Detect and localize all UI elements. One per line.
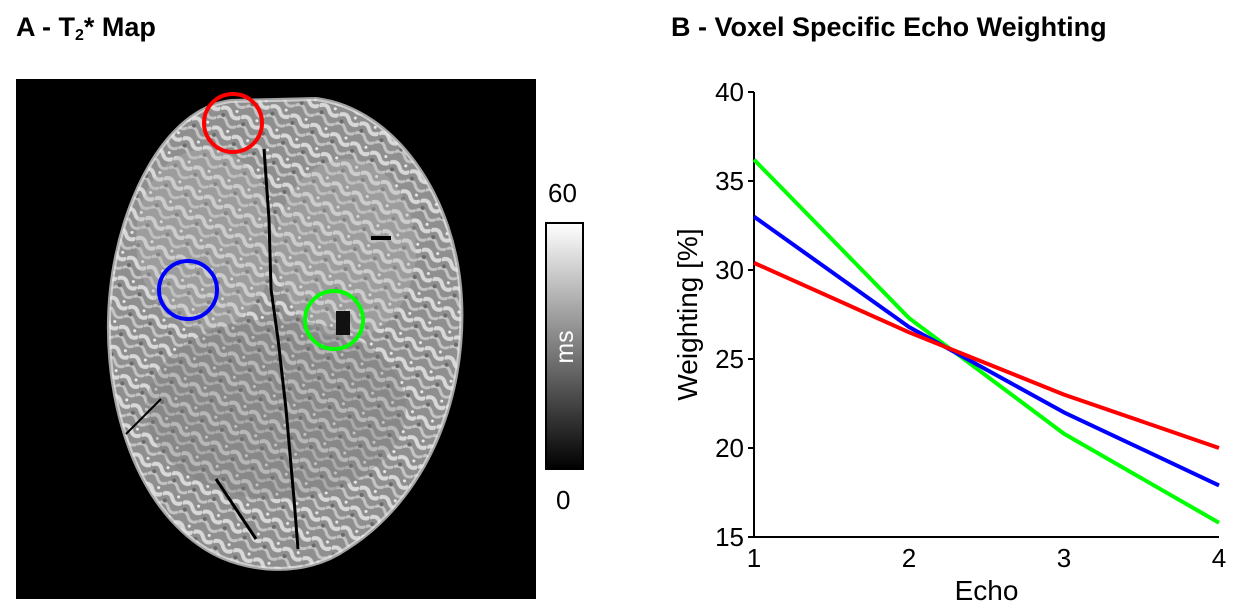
y-tick-label: 35 <box>715 166 744 196</box>
t2star-map-image <box>16 79 536 599</box>
roi-red-circle <box>202 92 264 154</box>
y-tick-label: 40 <box>715 77 744 107</box>
chart-labels: 15 20 25 30 35 40 1 2 3 4 Echo Weighting [%] <box>672 77 1226 606</box>
colorbar-unit-label: ms <box>551 330 579 363</box>
colorbar: ms <box>545 222 584 470</box>
chart-lines <box>752 158 1220 525</box>
y-tick-label: 15 <box>715 522 744 552</box>
roi-green-circle <box>303 289 365 351</box>
series-line-2 <box>753 261 1220 450</box>
y-axis-label: Weighting [%] <box>672 228 703 400</box>
panel-b-title: B - Voxel Specific Echo Weighting <box>671 12 1107 42</box>
x-tick-label: 3 <box>1057 543 1071 573</box>
colorbar-min-label: 0 <box>556 485 571 515</box>
x-axis-label: Echo <box>955 575 1019 606</box>
y-tick-label: 20 <box>715 433 744 463</box>
panel-a-title-subscript: 2 <box>74 27 84 44</box>
x-tick-label: 1 <box>747 543 761 573</box>
series-line-0 <box>752 158 1220 525</box>
y-tick-label: 25 <box>715 344 744 374</box>
chart-axes <box>748 91 1219 538</box>
x-tick-label: 2 <box>902 543 916 573</box>
colorbar-max-label: 60 <box>548 178 577 208</box>
roi-blue-circle <box>157 259 219 321</box>
y-tick-label: 30 <box>715 255 744 285</box>
panel-a-title: A - T2* Map <box>16 12 156 45</box>
panel-a-title-prefix: A - T <box>16 12 75 42</box>
x-tick-label: 4 <box>1212 543 1226 573</box>
panel-a-title-suffix: * Map <box>83 12 156 42</box>
series-line-1 <box>752 214 1220 488</box>
